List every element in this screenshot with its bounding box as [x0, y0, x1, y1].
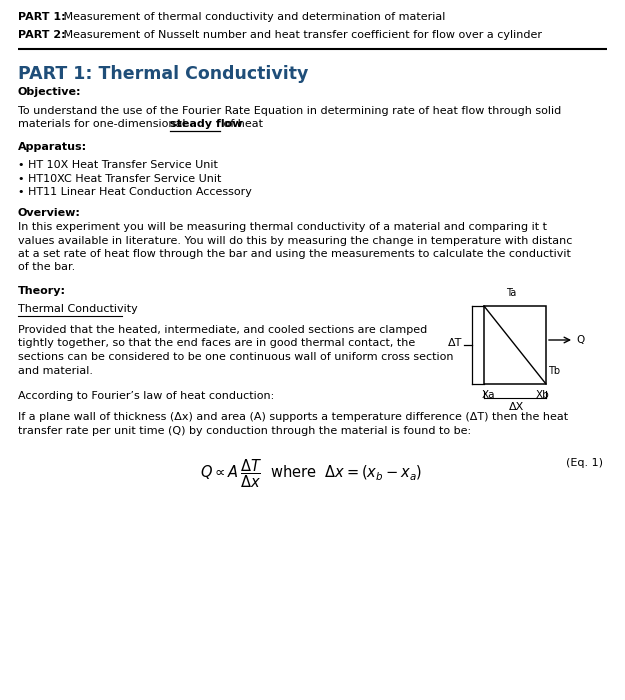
Text: Objective:: Objective: [18, 87, 81, 97]
Text: steady flow: steady flow [170, 119, 242, 129]
Text: PART 1: Thermal Conductivity: PART 1: Thermal Conductivity [18, 65, 308, 83]
Text: tightly together, so that the end faces are in good thermal contact, the: tightly together, so that the end faces … [18, 339, 415, 349]
Text: If a plane wall of thickness (Δx) and area (A) supports a temperature difference: If a plane wall of thickness (Δx) and ar… [18, 412, 568, 423]
Text: Apparatus:: Apparatus: [18, 143, 87, 153]
Text: (Eq. 1): (Eq. 1) [566, 458, 603, 468]
Text: PART 1:: PART 1: [18, 12, 66, 22]
Text: ΔT: ΔT [448, 338, 462, 348]
Text: • HT11 Linear Heat Conduction Accessory: • HT11 Linear Heat Conduction Accessory [18, 187, 252, 197]
Text: Provided that the heated, intermediate, and cooled sections are clamped: Provided that the heated, intermediate, … [18, 325, 428, 335]
Text: Ta: Ta [506, 288, 516, 298]
Text: materials for one-dimensional: materials for one-dimensional [18, 119, 189, 129]
Bar [484, 306, 546, 384]
Text: Thermal Conductivity: Thermal Conductivity [18, 304, 138, 314]
Text: ΔX: ΔX [509, 402, 524, 412]
Text: $Q \propto A\,\dfrac{\Delta T}{\Delta x}$  where  $\Delta x = \left(x_b - x_a\ri: $Q \propto A\,\dfrac{\Delta T}{\Delta x}… [200, 458, 422, 490]
Text: and material.: and material. [18, 365, 93, 375]
Text: Q: Q [576, 335, 584, 345]
Text: sections can be considered to be one continuous wall of uniform cross section: sections can be considered to be one con… [18, 352, 454, 362]
Text: Xb: Xb [536, 390, 550, 400]
Text: Overview:: Overview: [18, 209, 81, 218]
Text: transfer rate per unit time (Q) by conduction through the material is found to b: transfer rate per unit time (Q) by condu… [18, 426, 471, 436]
Text: of heat: of heat [220, 119, 263, 129]
Text: • HT10XC Heat Transfer Service Unit: • HT10XC Heat Transfer Service Unit [18, 174, 221, 183]
Text: • HT 10X Heat Transfer Service Unit: • HT 10X Heat Transfer Service Unit [18, 160, 218, 170]
Text: of the bar.: of the bar. [18, 262, 75, 272]
Text: Theory:: Theory: [18, 286, 66, 296]
Text: Measurement of Nusselt number and heat transfer coefficient for flow over a cyli: Measurement of Nusselt number and heat t… [60, 31, 542, 41]
Text: Xa: Xa [482, 390, 496, 400]
Text: PART 2:: PART 2: [18, 31, 66, 41]
Text: In this experiment you will be measuring thermal conductivity of a material and : In this experiment you will be measuring… [18, 222, 547, 232]
Text: at a set rate of heat flow through the bar and using the measurements to calcula: at a set rate of heat flow through the b… [18, 249, 571, 259]
Text: values available in literature. You will do this by measuring the change in temp: values available in literature. You will… [18, 235, 572, 246]
Text: According to Fourier’s law of heat conduction:: According to Fourier’s law of heat condu… [18, 391, 274, 401]
Text: Tb: Tb [548, 366, 560, 376]
Text: To understand the use of the Fourier Rate Equation in determining rate of heat f: To understand the use of the Fourier Rat… [18, 106, 561, 116]
Text: Measurement of thermal conductivity and determination of material: Measurement of thermal conductivity and … [60, 12, 446, 22]
